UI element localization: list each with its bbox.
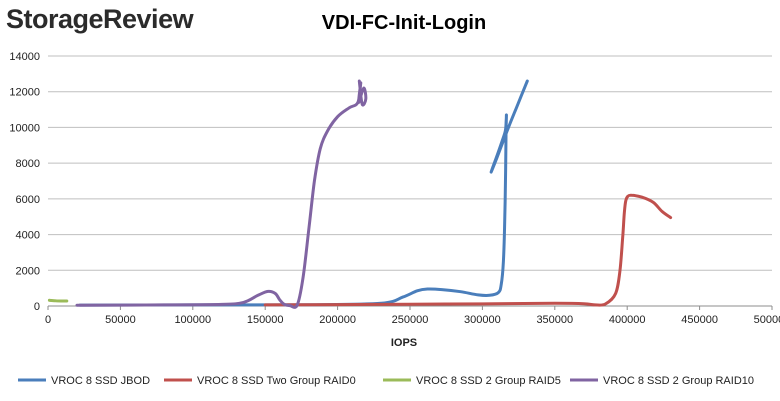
logo-text-storage: Storage: [6, 4, 104, 34]
x-tick-label: 350000: [536, 314, 573, 326]
x-tick-label: 200000: [319, 314, 356, 326]
x-tick-label: 50000: [105, 314, 136, 326]
legend-label-1: VROC 8 SSD JBOD: [51, 375, 150, 387]
x-tick-label: 100000: [174, 314, 211, 326]
y-tick-label: 12000: [9, 87, 40, 99]
y-tick-label: 8000: [16, 158, 40, 170]
logo-text-review: Review: [103, 4, 194, 34]
series-line-4: [75, 79, 368, 309]
x-tick-label: 150000: [247, 314, 284, 326]
series-line-3: [47, 298, 69, 303]
y-tick-label: 4000: [16, 230, 40, 242]
x-tick-label: 0: [45, 314, 51, 326]
series-line-2: [263, 193, 673, 307]
storagereview-logo: StorageReview: [6, 4, 194, 35]
y-tick-label: 2000: [16, 265, 40, 277]
legend-label-4: VROC 8 SSD 2 Group RAID10: [603, 375, 754, 387]
x-tick-label: 450000: [681, 314, 718, 326]
x-tick-label: 500000: [754, 314, 780, 326]
x-axis-title: IOPS: [391, 337, 417, 349]
chart-title: VDI-FC-Init-Login: [321, 12, 487, 34]
series-line-1: [78, 79, 529, 307]
y-tick-label: 0: [34, 301, 40, 313]
x-tick-label: 300000: [464, 314, 501, 326]
legend-label-2: VROC 8 SSD Two Group RAID0: [197, 375, 356, 387]
legend-label-3: VROC 8 SSD 2 Group RAID5: [416, 375, 561, 387]
x-tick-label: 400000: [609, 314, 646, 326]
y-tick-label: 10000: [9, 122, 40, 134]
y-tick-label: 6000: [16, 194, 40, 206]
y-tick-label: 14000: [9, 51, 40, 63]
x-tick-label: 250000: [392, 314, 429, 326]
